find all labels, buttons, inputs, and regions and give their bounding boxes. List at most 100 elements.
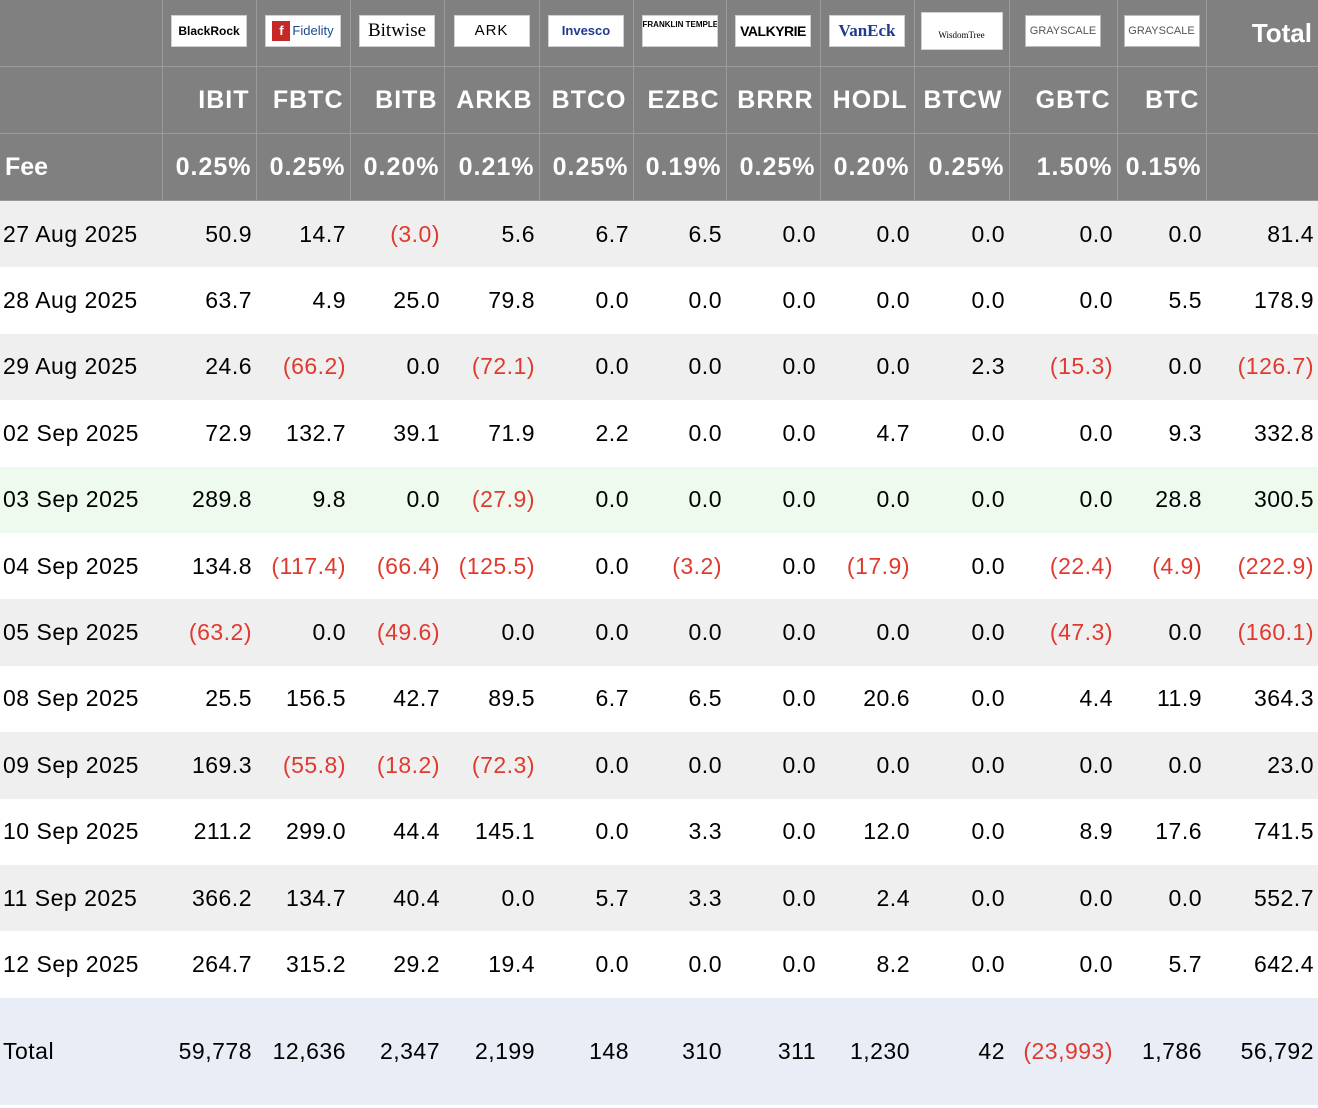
flow-cell: 0.0: [914, 466, 1009, 533]
flow-cell: 0.0: [633, 400, 726, 467]
date-cell: 11 Sep 2025: [0, 864, 162, 932]
total-cell: 2,347: [350, 997, 444, 1105]
flow-cell: 0.0: [726, 267, 820, 334]
issuer-logo-cell: WisdomTree: [914, 0, 1010, 67]
fee-cell: 0.25%: [914, 133, 1010, 201]
flow-cell: 0.0: [820, 466, 914, 533]
flow-cell: 0.0: [726, 466, 820, 533]
flow-cell: 0.0: [820, 732, 914, 799]
flow-cell: 5.6: [444, 200, 539, 268]
flow-cell: 0.0: [914, 267, 1009, 334]
flow-cell: 0.0: [539, 798, 633, 865]
date-cell: 10 Sep 2025: [0, 798, 162, 865]
flow-cell: 29.2: [350, 931, 444, 998]
wisdomtree-logo: WisdomTree: [920, 11, 1003, 50]
table-row: 28 Aug 2025 63.7 4.9 25.0 79.8 0.0 0.0 0.0 0.0 0.…: [0, 267, 1318, 334]
flow-cell: 0.0: [539, 267, 633, 334]
flow-cell: 4.9: [256, 267, 350, 334]
flow-cell: 0.0: [820, 333, 914, 401]
table-row: 04 Sep 2025 134.8 (117.4) (66.4) (125.5) 0.0(…: [0, 532, 1318, 600]
table-header: BlackRock f Fidelity Bitwise ARK Invesco …: [0, 0, 1318, 201]
table-row: 09 Sep 2025 169.3 (55.8) (18.2) (72.3) 0.0 0.0…: [0, 732, 1318, 799]
flow-cell: 14.7: [256, 200, 350, 268]
row-total-cell: 552.7: [1206, 864, 1318, 932]
flow-cell: 2.2: [539, 400, 633, 467]
flow-cell: 169.3: [162, 732, 256, 799]
date-cell: 04 Sep 2025: [0, 532, 162, 600]
blackrock-logo: BlackRock: [171, 14, 247, 47]
row-total-cell: 178.9: [1206, 267, 1318, 334]
issuer-logo-cell: GRAYSCALE: [1009, 0, 1118, 67]
fee-label: Fee: [0, 133, 163, 201]
flow-cell: 0.0: [914, 665, 1009, 733]
flow-cell: 0.0: [539, 466, 633, 533]
flow-cell: 0.0: [726, 599, 820, 666]
issuer-logo-cell: BlackRock: [162, 0, 257, 67]
flow-cell: (27.9): [444, 466, 539, 533]
flow-cell: 0.0: [726, 798, 820, 865]
flow-cell: (22.4): [1009, 532, 1117, 600]
flow-cell: (3.2): [633, 532, 726, 600]
ticker-cell: GBTC: [1009, 66, 1118, 134]
date-cell: 08 Sep 2025: [0, 665, 162, 733]
flow-cell: 0.0: [914, 400, 1009, 467]
fidelity-logo-text: Fidelity: [292, 22, 334, 38]
flow-cell: 0.0: [1009, 864, 1117, 932]
flow-cell: (72.3): [444, 732, 539, 799]
table-row: 10 Sep 2025 211.2 299.0 44.4 145.1 0.0 3.3 0.0 1…: [0, 798, 1318, 865]
fidelity-f-icon: f: [272, 21, 291, 42]
flow-cell: 0.0: [1117, 200, 1206, 268]
flow-cell: 289.8: [162, 466, 256, 533]
flow-cell: 39.1: [350, 400, 444, 467]
flow-cell: 0.0: [444, 864, 539, 932]
flow-cell: 0.0: [633, 599, 726, 666]
flow-cell: 28.8: [1117, 466, 1206, 533]
flow-cell: 24.6: [162, 333, 256, 401]
table-row: 11 Sep 2025 366.2 134.7 40.4 0.0 5.7 3.3 0.0 2.4…: [0, 864, 1318, 932]
flow-cell: 89.5: [444, 665, 539, 733]
flow-cell: (17.9): [820, 532, 914, 600]
table-row: 27 Aug 2025 50.9 14.7 (3.0) 5.6 6.7 6.5 0.0 0.0 0…: [0, 200, 1318, 268]
total-cell: 59,778: [162, 997, 256, 1105]
total-column-header: Total: [1206, 0, 1318, 67]
flow-cell: 17.6: [1117, 798, 1206, 865]
flow-cell: 0.0: [1009, 732, 1117, 799]
fidelity-logo: f Fidelity: [265, 14, 341, 47]
flow-cell: 50.9: [162, 200, 256, 268]
table-row: 12 Sep 2025 264.7 315.2 29.2 19.4 0.0 0.0 0.0 8.…: [0, 931, 1318, 998]
flow-cell: 8.2: [820, 931, 914, 998]
total-cell: 311: [726, 997, 820, 1105]
flow-cell: 0.0: [914, 864, 1009, 932]
flow-cell: (125.5): [444, 532, 539, 600]
ticker-cell: EZBC: [633, 66, 727, 134]
flow-cell: (15.3): [1009, 333, 1117, 401]
issuer-logo-cell: VALKYRIE: [726, 0, 821, 67]
fee-row: Fee 0.25% 0.25% 0.20% 0.21% 0.25% 0.19% …: [0, 133, 1318, 201]
flow-cell: (63.2): [162, 599, 256, 666]
fee-cell: 1.50%: [1009, 133, 1118, 201]
total-cell: 310: [633, 997, 726, 1105]
flow-cell: 0.0: [726, 532, 820, 600]
issuer-logo-cell: Bitwise: [350, 0, 445, 67]
fee-cell: 0.21%: [444, 133, 540, 201]
flow-cell: 25.5: [162, 665, 256, 733]
date-cell: 09 Sep 2025: [0, 732, 162, 799]
issuer-logo-cell: f Fidelity: [256, 0, 351, 67]
table-body: 27 Aug 2025 50.9 14.7 (3.0) 5.6 6.7 6.5 0.0 0.0 0…: [0, 200, 1318, 1105]
flow-cell: 0.0: [726, 333, 820, 401]
flow-cell: 134.8: [162, 532, 256, 600]
flow-cell: 6.5: [633, 665, 726, 733]
fee-cell: 0.25%: [726, 133, 821, 201]
flow-cell: 79.8: [444, 267, 539, 334]
grayscale-logo: GRAYSCALE: [1123, 14, 1200, 47]
total-cell: (23,993): [1009, 997, 1117, 1105]
flow-cell: 0.0: [820, 599, 914, 666]
flow-cell: 20.6: [820, 665, 914, 733]
row-total-cell: 23.0: [1206, 732, 1318, 799]
flow-cell: 71.9: [444, 400, 539, 467]
ticker-cell: FBTC: [256, 66, 351, 134]
flow-cell: 0.0: [1117, 732, 1206, 799]
date-cell: 29 Aug 2025: [0, 333, 162, 401]
flow-cell: 0.0: [633, 267, 726, 334]
total-label: Total: [0, 997, 162, 1105]
